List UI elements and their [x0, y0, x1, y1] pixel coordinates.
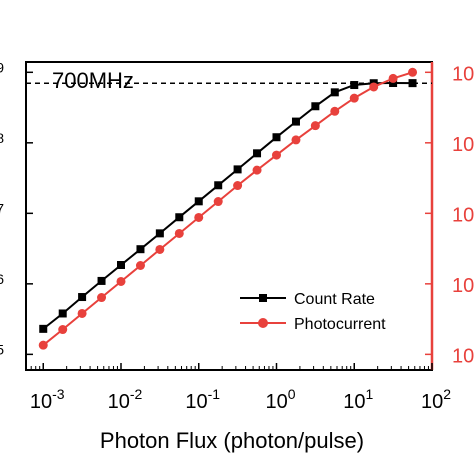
legend-marker	[258, 318, 268, 328]
left-tick-label: 105	[0, 341, 4, 368]
data-point	[213, 197, 223, 207]
data-point	[38, 340, 48, 350]
left-tick-label: 107	[0, 200, 4, 227]
data-point	[271, 150, 281, 160]
data-point	[233, 165, 242, 174]
right-tick-label: 10	[452, 134, 474, 156]
data-point	[155, 229, 164, 238]
data-point	[408, 67, 418, 77]
data-point	[135, 261, 145, 271]
data-point	[291, 117, 300, 126]
data-point	[194, 212, 204, 222]
legend-label: Count Rate	[294, 291, 375, 308]
x-tick-label: 10-3	[30, 386, 65, 413]
data-point	[252, 165, 262, 175]
legend-marker	[259, 294, 267, 302]
data-point	[77, 308, 87, 318]
chart-annotation: 700MHz	[52, 68, 134, 93]
data-point	[136, 245, 145, 254]
data-point	[330, 88, 339, 97]
x-tick-label: 100	[265, 386, 295, 413]
data-point	[58, 325, 68, 335]
x-tick-label: 101	[343, 386, 373, 413]
data-point	[214, 181, 223, 190]
data-point	[97, 276, 106, 285]
x-tick-label: 10-2	[108, 386, 143, 413]
data-point	[350, 81, 359, 90]
data-point	[291, 135, 301, 145]
legend-label: Photocurrent	[294, 316, 386, 333]
data-point	[389, 79, 398, 88]
x-tick-label: 10-1	[185, 386, 220, 413]
data-point	[78, 293, 87, 302]
right-tick-label: 10	[452, 63, 474, 85]
data-point	[330, 106, 340, 116]
data-point	[155, 244, 165, 254]
x-tick-label: 102	[421, 386, 451, 413]
data-point	[175, 213, 184, 222]
left-tick-label: 109	[0, 59, 4, 86]
data-point	[408, 79, 417, 88]
data-point	[58, 309, 67, 318]
right-tick-label: 10	[452, 204, 474, 226]
right-tick-label: 10	[452, 345, 474, 367]
x-axis-label: Photon Flux (photon/pulse)	[100, 428, 364, 453]
data-point	[272, 133, 281, 142]
data-point	[39, 324, 48, 333]
data-point	[310, 121, 320, 131]
data-point	[233, 181, 243, 191]
data-point	[369, 82, 379, 92]
data-point	[349, 93, 359, 103]
left-tick-label: 106	[0, 271, 4, 298]
legend: Count Rate Photocurrent	[240, 291, 386, 333]
data-point	[116, 276, 126, 286]
data-point	[116, 261, 125, 270]
data-point	[174, 228, 184, 238]
right-tick-label: 10	[452, 275, 474, 297]
data-point	[311, 102, 320, 111]
data-point	[253, 149, 262, 158]
left-tick-label: 108	[0, 130, 4, 157]
data-point	[194, 197, 203, 206]
data-point	[97, 293, 107, 303]
data-point	[388, 73, 398, 83]
